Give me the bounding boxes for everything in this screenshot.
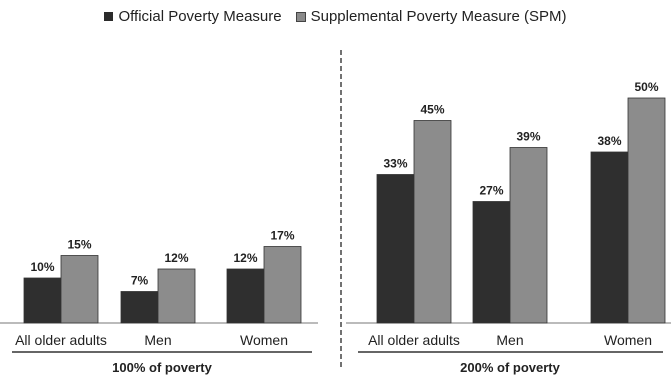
category-label: All older adults xyxy=(15,332,107,348)
bar-official xyxy=(590,151,629,324)
bar-spm xyxy=(627,97,666,324)
data-label: 50% xyxy=(634,80,658,94)
bar-official xyxy=(226,268,265,324)
category-label: Women xyxy=(240,332,288,348)
bar-spm xyxy=(413,120,452,324)
data-label: 7% xyxy=(131,274,149,288)
data-label: 12% xyxy=(164,251,188,265)
category-label: Women xyxy=(604,332,652,348)
bar-spm xyxy=(60,255,99,324)
bar-official xyxy=(120,291,159,324)
data-label: 27% xyxy=(479,184,503,198)
bar-official xyxy=(376,174,415,324)
group-label: 200% of poverty xyxy=(460,360,560,375)
data-label: 39% xyxy=(516,130,540,144)
data-label: 33% xyxy=(383,157,407,171)
data-label: 10% xyxy=(30,260,54,274)
legend-item-official: Official Poverty Measure xyxy=(104,8,282,25)
bar-spm xyxy=(509,147,548,324)
group-label: 100% of poverty xyxy=(112,360,212,375)
legend-label-official: Official Poverty Measure xyxy=(118,8,282,25)
data-label: 45% xyxy=(420,103,444,117)
bar-official xyxy=(23,277,62,324)
category-label: Men xyxy=(496,332,523,348)
legend-swatch-spm xyxy=(295,11,306,22)
data-label: 15% xyxy=(67,238,91,252)
chart-legend: Official Poverty Measure Supplemental Po… xyxy=(0,8,671,25)
legend-label-spm: Supplemental Poverty Measure (SPM) xyxy=(310,8,567,25)
data-label: 12% xyxy=(233,251,257,265)
bar-spm xyxy=(157,268,196,324)
legend-swatch-official xyxy=(104,12,114,21)
data-label: 17% xyxy=(270,229,294,243)
data-label: 38% xyxy=(597,134,621,148)
bar-official xyxy=(472,201,511,324)
category-label: All older adults xyxy=(368,332,460,348)
bar-spm xyxy=(263,246,302,324)
legend-item-spm: Supplemental Poverty Measure (SPM) xyxy=(295,8,567,25)
category-label: Men xyxy=(144,332,171,348)
